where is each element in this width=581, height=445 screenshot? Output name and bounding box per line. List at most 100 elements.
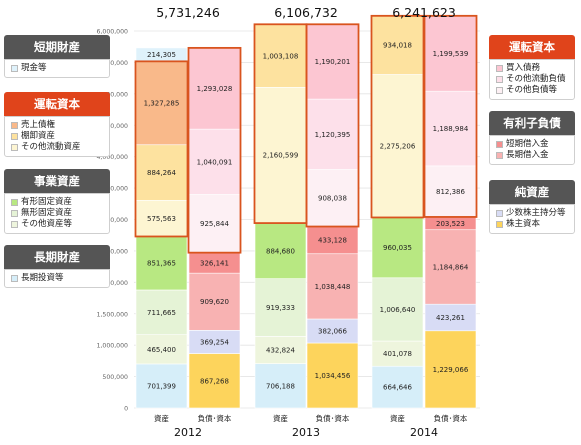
legend-label: 短期借入金 [506,139,549,149]
x-category-label: 2013 [292,426,320,439]
year-total: 5,731,246 [156,5,220,20]
legend-swatch [11,65,18,72]
legend-label: その他負債等 [506,85,558,95]
data-label: 1,006,640 [380,306,416,314]
data-label: 433,128 [318,237,347,245]
liability-segment [188,272,241,331]
asset-segment [371,15,424,75]
legend-label: 棚卸資産 [21,131,56,141]
data-label: 664,646 [383,384,412,392]
data-label: 908,038 [318,195,347,203]
legend-group: 長期財産 長期投資等 [4,245,110,288]
y-tick-label: 2,500,000 [97,248,129,255]
legend-item: 有形固定資産 [5,197,109,208]
data-label: 909,620 [200,298,229,306]
legend-item-list: 少数株主持分等 株主資本 [489,204,575,234]
data-label: 326,141 [200,259,229,267]
year-total: 6,241,623 [392,5,456,20]
y-tick-label: 1,500,000 [97,311,129,318]
legend-item: 無形固定資産 [5,208,109,219]
liability-segment [306,342,359,409]
legend-label: その他資産等 [21,219,73,229]
legend-item-list: 短期借入金 長期借入金 [489,135,575,165]
legend-item-list: 現金等 [4,59,110,78]
liability-segment [424,303,477,332]
legend-label: 有形固定資産 [21,197,73,207]
y-tick-label: 4,000,000 [97,154,129,161]
data-label: 1,003,108 [263,52,299,60]
legend-group: 有利子負債 短期借入金 長期借入金 [489,111,575,165]
legend-swatch [11,122,18,129]
data-label: 919,333 [266,304,295,312]
legend-item: その他流動負債 [490,74,574,85]
legend-swatch [496,210,503,217]
data-label: 1,120,395 [315,131,351,139]
data-label: 960,035 [383,244,412,252]
x-tick-label: 資産 [273,413,288,423]
liability-segment [424,90,477,167]
data-label: 432,824 [266,347,295,355]
legend-group-title: 有利子負債 [489,111,575,135]
x-tick-label: 資産 [390,413,405,423]
asset-segment [371,340,424,367]
asset-segment [371,277,424,342]
legend-label: 現金等 [21,63,47,73]
data-label: 1,040,091 [197,158,233,166]
data-label: 423,261 [436,314,465,322]
data-label: 884,680 [266,247,295,255]
y-tick-label: 2,000,000 [97,280,129,287]
data-label: 884,264 [147,169,176,177]
data-label: 1,190,201 [315,58,351,66]
legend-item: 短期借入金 [490,139,574,150]
legend-group-title: 純資産 [489,180,575,204]
legend-label: 無形固定資産 [21,208,73,218]
legend-group: 純資産 少数株主持分等 株主資本 [489,180,575,234]
liability-segment [188,128,241,195]
legend-item: その他資産等 [5,219,109,230]
data-label: 1,184,864 [433,263,469,271]
legend-label: 少数株主持分等 [506,208,566,218]
liability-segment [188,353,241,409]
legend-group-title: 運転資本 [4,92,110,116]
asset-segment [135,200,188,237]
legend-group-title: 長期財産 [4,245,110,269]
legend-item: 少数株主持分等 [490,208,574,219]
legend-swatch [11,144,18,151]
legend-item: その他負債等 [490,85,574,96]
x-category-label: 2014 [410,426,438,439]
legend-item: 長期借入金 [490,150,574,161]
data-label: 369,254 [200,338,229,346]
working-capital-outline [134,60,189,238]
data-label: 1,034,456 [315,372,351,380]
legend-item: 棚卸資産 [5,131,109,142]
liability-segment [306,226,359,255]
liability-segment [188,47,241,130]
asset-segment [371,74,424,218]
legend-item: 長期投資等 [5,273,109,284]
x-tick-label: 負債･資本 [434,413,468,423]
data-label: 1,293,028 [197,85,233,93]
asset-segment [135,61,188,146]
legend-label: 株主資本 [506,219,541,229]
y-tick-label: 5,000,000 [97,91,129,98]
data-label: 382,066 [318,327,347,335]
legend-label: その他流動負債 [506,74,566,84]
legend-item: 株主資本 [490,219,574,230]
legend-swatch [496,221,503,228]
data-label: 1,327,285 [144,100,180,108]
liability-segment [424,330,477,409]
data-label: 925,844 [200,220,229,228]
legend-swatch [11,133,18,140]
liability-segment [424,15,477,92]
y-tick-label: 1,000,000 [97,343,129,350]
x-tick-label: 負債･資本 [198,413,232,423]
data-label: 706,188 [266,382,295,390]
legend-group-title: 運転資本 [489,35,575,59]
liability-segment [424,229,477,305]
data-label: 2,275,206 [380,142,416,150]
working-capital-outline [305,23,360,228]
working-capital-outline [423,14,478,218]
liability-segment [306,23,359,100]
asset-segment [371,217,424,279]
legend-swatch [11,210,18,217]
